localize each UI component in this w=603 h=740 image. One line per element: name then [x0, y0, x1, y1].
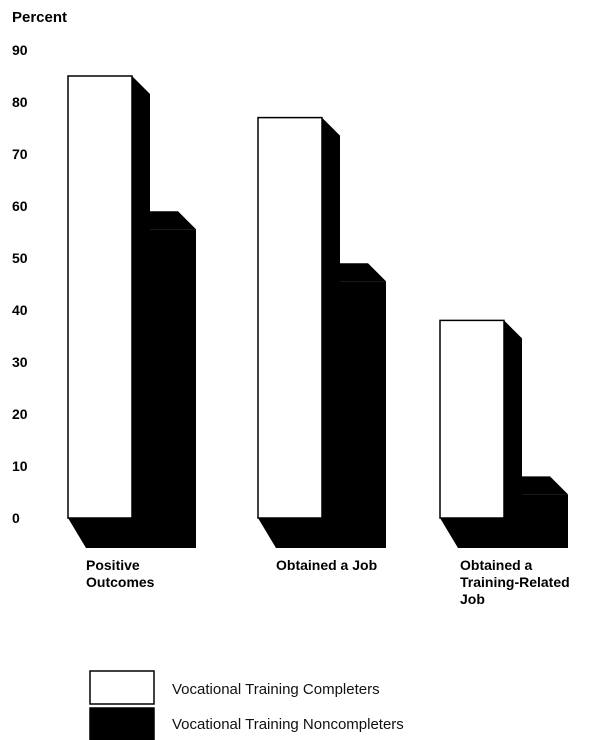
y-tick-labels: 90 80 70 60 50 40 30 20 10 0: [12, 42, 28, 526]
bar-completers-floor: [258, 518, 340, 548]
y-tick-label: 60: [12, 198, 28, 214]
y-tick-label: 0: [12, 510, 20, 526]
y-axis-label: Percent: [12, 9, 67, 26]
legend-swatch-noncompleters: [89, 707, 155, 740]
bars: [67, 75, 568, 548]
category-label: Obtained a: [460, 557, 533, 573]
bar-noncompleters: [340, 281, 386, 548]
y-tick-label: 30: [12, 354, 28, 370]
category-label: Training-Related: [460, 574, 570, 590]
y-tick-label: 40: [12, 302, 28, 318]
legend-label-completers: Vocational Training Completers: [172, 681, 380, 698]
bar-completers: [257, 116, 323, 519]
bar-noncompleters: [150, 229, 196, 548]
bar-completers-depth: [322, 117, 340, 518]
legend-swatch-completers: [89, 670, 155, 705]
bar-completers-depth: [504, 320, 522, 518]
bar-completers: [439, 319, 505, 519]
category-label: Job: [460, 591, 485, 607]
bar-completers-floor: [440, 518, 522, 548]
legend-label-noncompleters: Vocational Training Noncompleters: [172, 716, 404, 733]
bar-noncompleters: [522, 494, 568, 548]
y-tick-label: 90: [12, 42, 28, 58]
y-tick-label: 70: [12, 146, 28, 162]
bar-completers: [67, 75, 133, 519]
legend: Vocational Training Completers Vocationa…: [89, 670, 404, 740]
category-label: Positive: [86, 557, 140, 573]
bar-completers-depth: [132, 76, 150, 518]
y-tick-label: 10: [12, 458, 28, 474]
y-tick-label: 20: [12, 406, 28, 422]
y-tick-label: 50: [12, 250, 28, 266]
y-tick-label: 80: [12, 94, 28, 110]
category-label: Outcomes: [86, 574, 155, 590]
category-label: Obtained a Job: [276, 557, 377, 573]
bar-completers-floor: [68, 518, 150, 548]
